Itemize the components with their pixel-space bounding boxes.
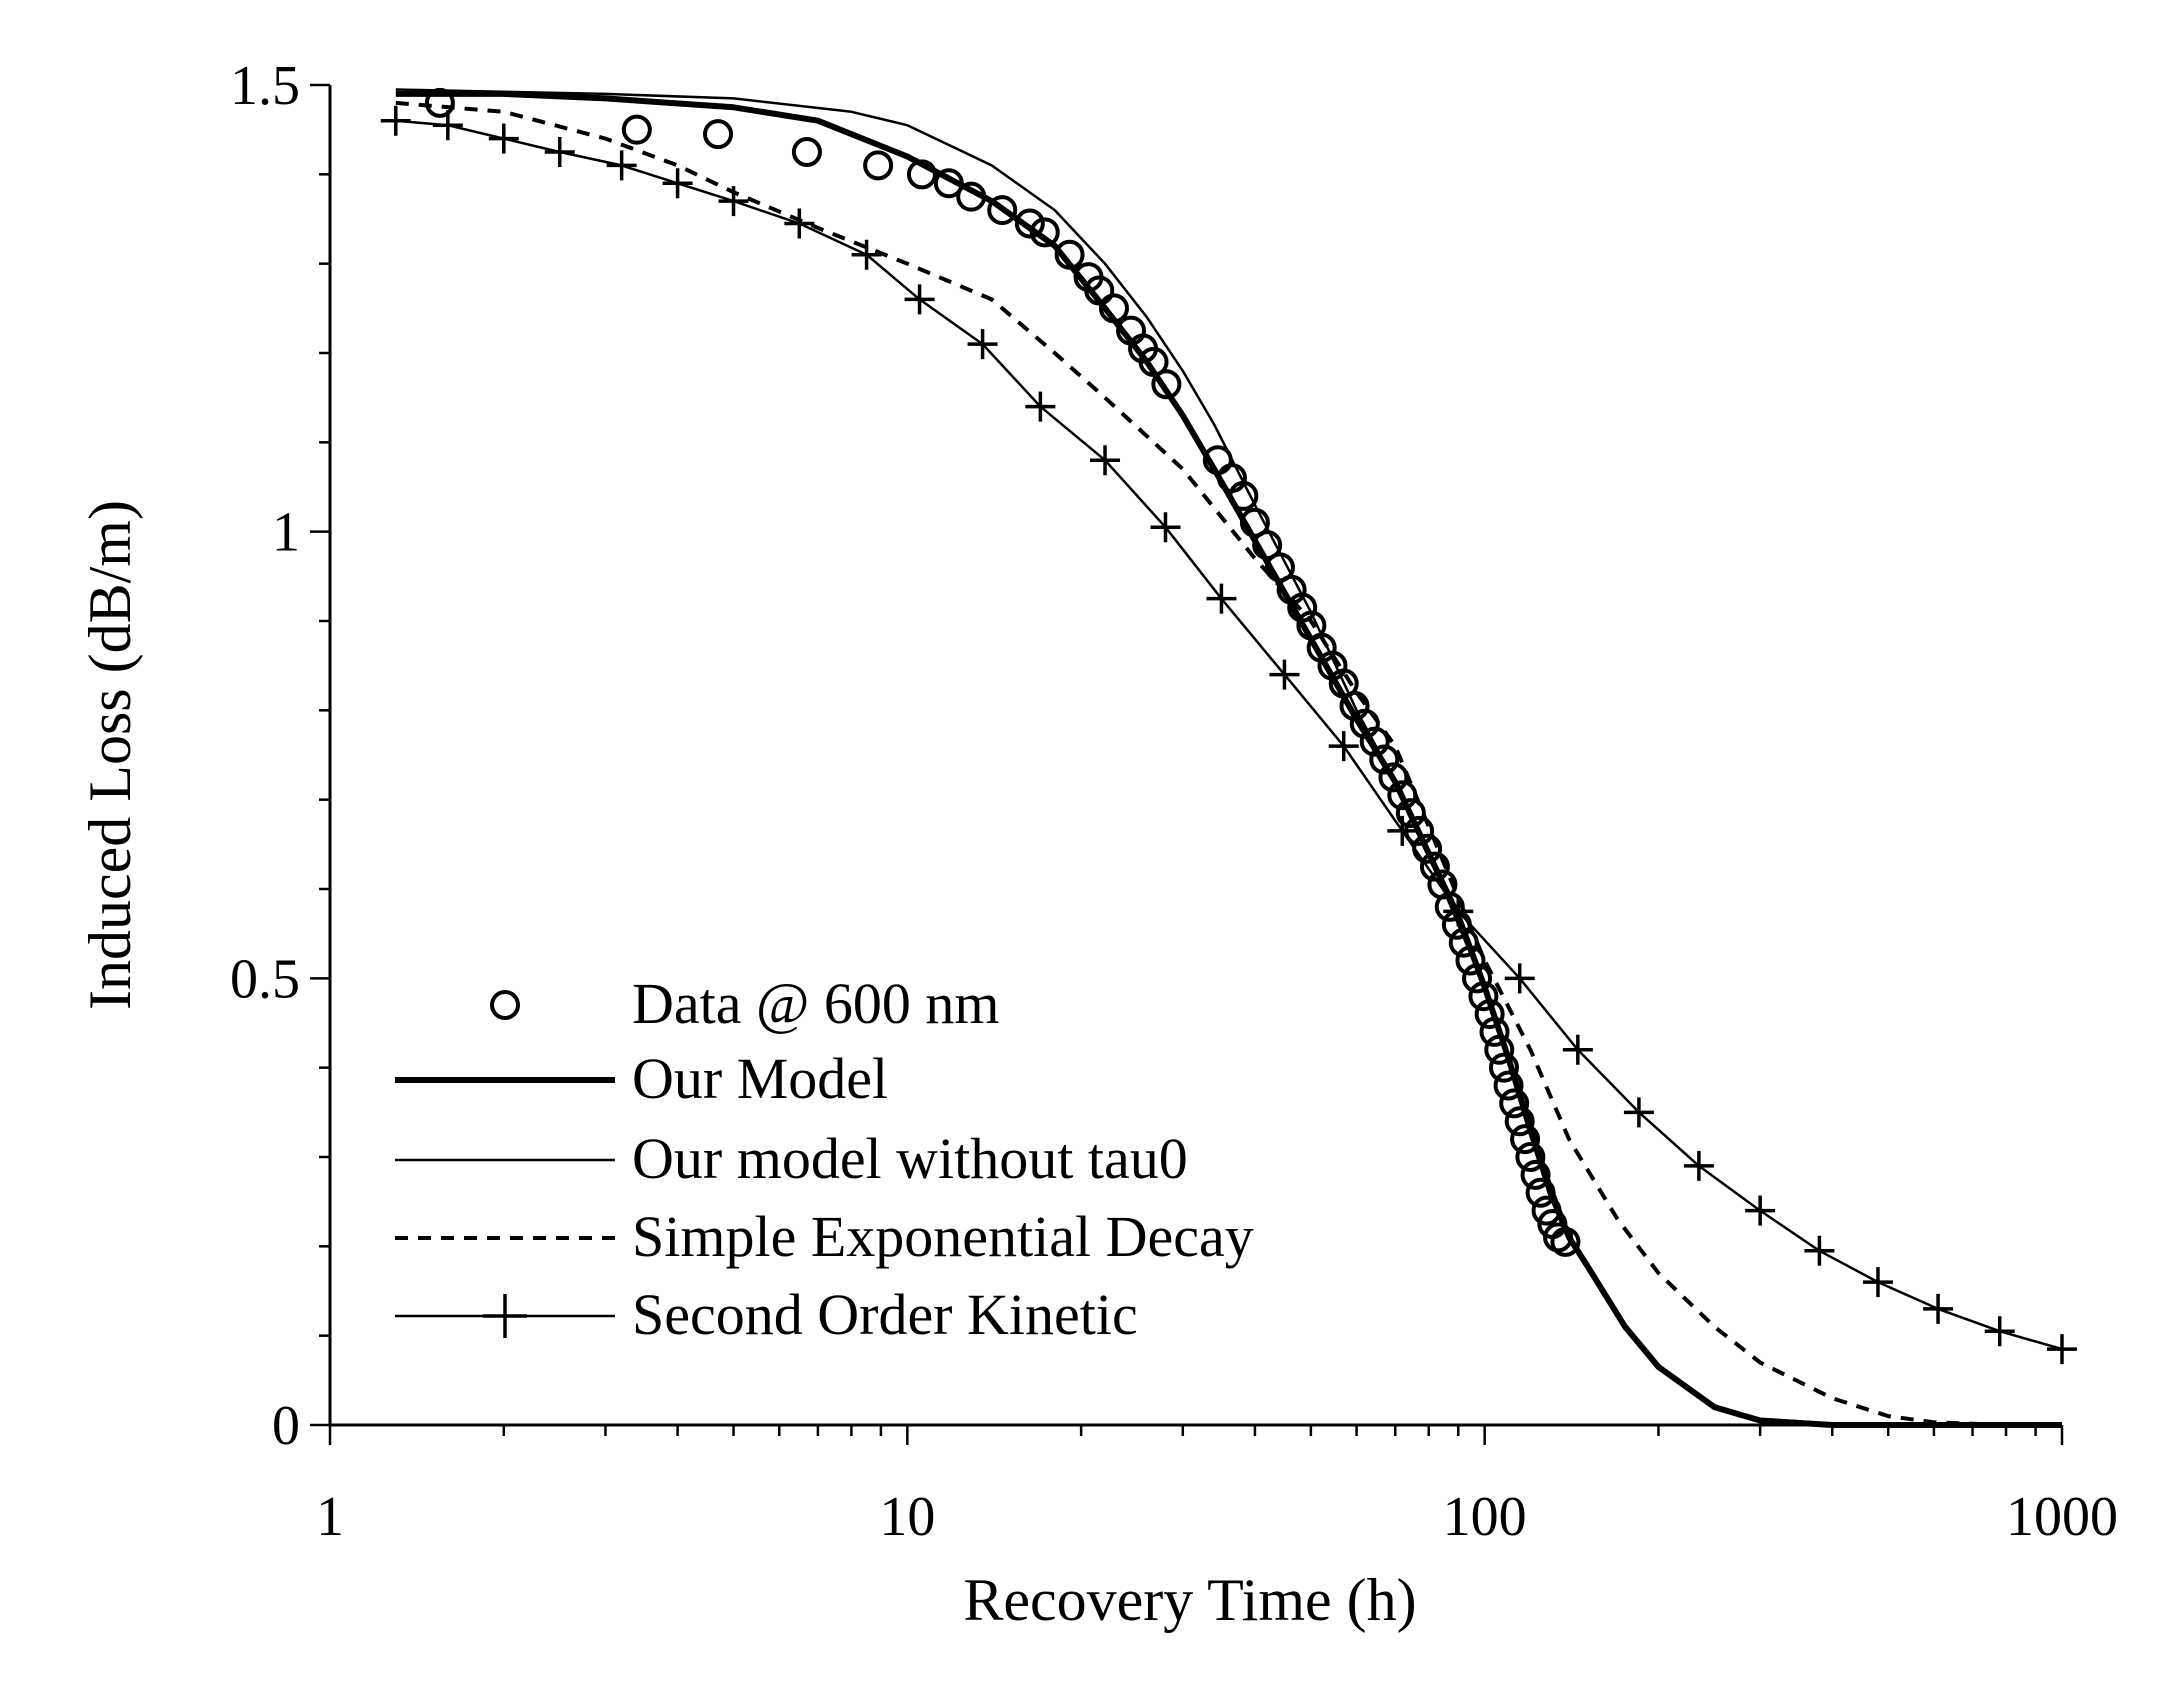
legend-marker-data — [490, 990, 520, 1020]
legend-label-second-order: Second Order Kinetic — [632, 1282, 1138, 1347]
data-point — [1014, 208, 1045, 239]
plus-marker — [1206, 583, 1237, 614]
series-line — [395, 100, 2062, 1427]
series-2 — [395, 88, 1571, 1234]
legend-label-our-model: Our Model — [632, 1046, 888, 1111]
plus-marker — [784, 208, 815, 239]
x-tick-label: 1000 — [2006, 1486, 2118, 1548]
plus-marker — [1562, 1034, 1593, 1065]
x-tick-label: 100 — [1443, 1486, 1527, 1548]
series-3 — [395, 100, 2062, 1427]
plus-marker — [606, 150, 637, 181]
legend-marker-second-order — [483, 1294, 527, 1338]
plus-marker — [432, 110, 463, 141]
plus-marker — [904, 284, 935, 315]
plot-series — [380, 87, 2077, 1428]
plus-marker — [1387, 815, 1418, 846]
plus-marker — [718, 186, 749, 217]
plus-marker — [1025, 391, 1056, 422]
data-point — [621, 114, 652, 145]
plus-marker — [1090, 445, 1121, 476]
data-point — [1488, 1052, 1519, 1083]
plus-marker — [1984, 1316, 2015, 1347]
data-point — [1499, 1088, 1530, 1119]
x-tick-label: 10 — [879, 1486, 935, 1548]
legend-label-data: Data @ 600 nm — [632, 971, 1000, 1036]
data-point — [791, 137, 822, 167]
legend-label-without-tau0: Our model without tau0 — [632, 1126, 1188, 1191]
plus-marker — [1745, 1195, 1776, 1226]
plus-marker — [967, 329, 998, 360]
plus-marker — [2047, 1334, 2077, 1365]
plus-marker — [488, 123, 519, 154]
y-tick-label: 0.5 — [230, 948, 300, 1010]
data-point — [1151, 369, 1182, 400]
y-axis-title: Induced Loss (dB/m) — [77, 500, 143, 1010]
plus-marker — [1328, 731, 1359, 762]
series-4 — [380, 105, 2077, 1365]
plus-marker — [1862, 1267, 1893, 1298]
data-point — [1510, 1124, 1541, 1155]
x-tick-label: 1 — [316, 1486, 344, 1548]
data-point — [1493, 1070, 1524, 1101]
y-tick-label: 1 — [272, 502, 300, 564]
data-point — [863, 150, 894, 181]
plus-marker — [1683, 1150, 1714, 1181]
plus-marker — [1150, 512, 1181, 543]
legend: Data @ 600 nm Our Model Our model withou… — [395, 971, 1254, 1347]
plus-marker — [1504, 963, 1535, 994]
plus-marker — [1443, 896, 1474, 927]
data-point — [1395, 798, 1426, 829]
data-point — [1515, 1142, 1546, 1172]
data-point — [1359, 726, 1390, 757]
data-point — [703, 119, 734, 150]
tick-labels: 1 10 100 1000 0 0.5 1 1.5 — [230, 55, 2118, 1548]
data-point — [987, 195, 1018, 226]
x-axis-title: Recovery Time (h) — [963, 1567, 1416, 1633]
data-point — [1504, 1106, 1535, 1137]
plus-marker — [544, 137, 575, 167]
y-tick-label: 0 — [272, 1395, 300, 1457]
y-tick-label: 1.5 — [230, 55, 300, 117]
series-line — [395, 88, 1571, 1234]
axis-ticks — [310, 83, 2064, 1445]
data-point — [1369, 744, 1400, 775]
legend-label-exponential: Simple Exponential Decay — [632, 1204, 1254, 1269]
plus-marker — [380, 105, 411, 136]
axes — [328, 85, 2062, 1427]
plus-marker — [1269, 659, 1300, 690]
plus-marker — [1804, 1235, 1835, 1266]
plus-marker — [1623, 1097, 1654, 1128]
plus-marker — [662, 168, 693, 199]
plus-marker — [851, 239, 882, 270]
plus-marker — [1923, 1293, 1954, 1324]
